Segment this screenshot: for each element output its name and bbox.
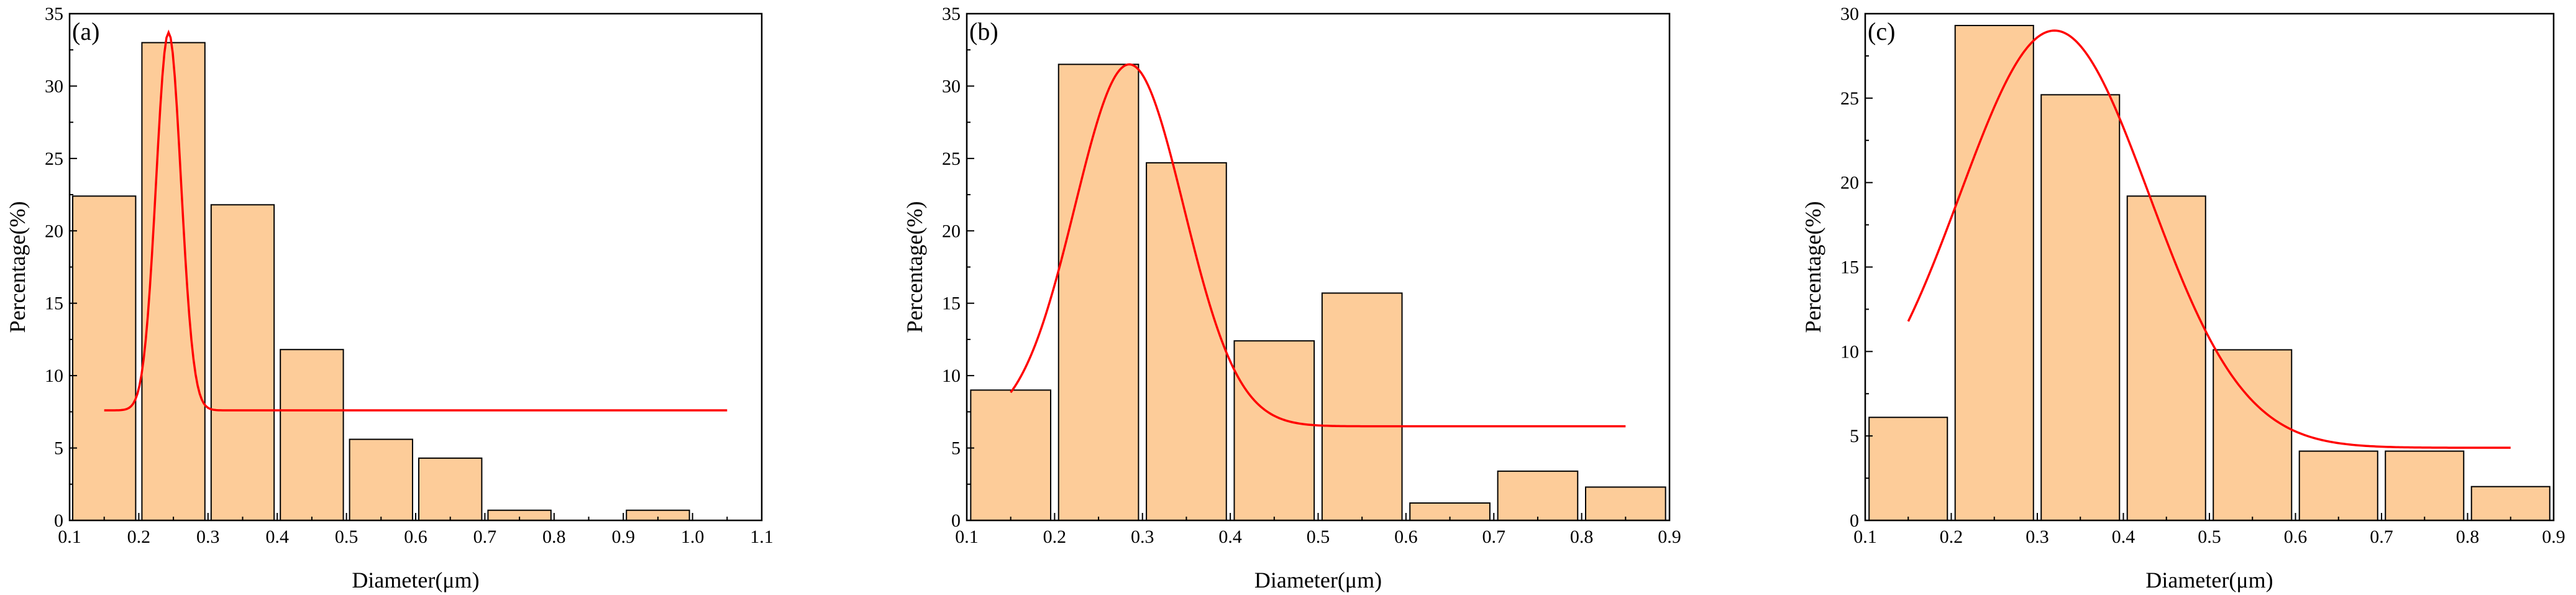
x-tick-label: 0.3 xyxy=(1131,527,1154,547)
panel-label: (b) xyxy=(969,17,998,45)
x-tick-label: 0.3 xyxy=(2026,527,2049,547)
x-tick-label: 0.2 xyxy=(127,527,151,547)
y-tick-label: 30 xyxy=(1840,4,1859,24)
x-tick-label: 0.1 xyxy=(1853,527,1877,547)
x-tick-label: 0.7 xyxy=(1482,527,1506,547)
x-tick-label: 0.5 xyxy=(335,527,359,547)
y-tick-label: 25 xyxy=(942,149,961,169)
x-tick-label: 0.3 xyxy=(196,527,220,547)
histogram-bar xyxy=(1954,25,2034,522)
x-tick-label: 1.1 xyxy=(750,527,774,547)
x-tick-label: 0.1 xyxy=(58,527,81,547)
y-tick-label: 25 xyxy=(1840,88,1859,109)
x-tick-label: 0.4 xyxy=(1218,527,1242,547)
y-tick-label: 25 xyxy=(45,149,63,169)
x-tick-label: 0.9 xyxy=(2542,527,2565,547)
y-tick-label: 20 xyxy=(942,221,961,241)
x-tick-label: 0.5 xyxy=(1307,527,1330,547)
y-tick-label: 20 xyxy=(45,221,63,241)
y-tick-label: 30 xyxy=(942,76,961,96)
x-tick-label: 0.9 xyxy=(611,527,635,547)
histogram-bar xyxy=(2385,450,2465,521)
y-axis-title: Percentage(%) xyxy=(5,201,30,333)
histogram-bar xyxy=(1584,486,1666,522)
histogram-bar xyxy=(1233,340,1315,521)
y-tick-label: 35 xyxy=(45,4,63,24)
x-tick-label: 0.8 xyxy=(542,527,566,547)
y-tick-label: 10 xyxy=(1840,341,1859,362)
histogram-bar xyxy=(1321,292,1403,521)
y-tick-label: 0 xyxy=(54,510,63,531)
y-tick-label: 15 xyxy=(942,293,961,314)
histogram-bar xyxy=(1497,470,1579,521)
histogram-bar xyxy=(72,195,137,521)
x-tick-label: 0.4 xyxy=(2112,527,2135,547)
x-tick-label: 0.2 xyxy=(1940,527,1963,547)
histogram-bar xyxy=(1868,417,1948,521)
panel-label: (c) xyxy=(1868,17,1895,45)
x-tick-label: 0.6 xyxy=(1394,527,1418,547)
histogram-bar xyxy=(141,42,206,522)
x-tick-label: 0.6 xyxy=(404,527,427,547)
histogram-bar xyxy=(210,204,275,521)
y-tick-label: 30 xyxy=(45,76,63,96)
y-tick-label: 5 xyxy=(1850,426,1859,446)
x-tick-label: 1.0 xyxy=(681,527,705,547)
x-tick-label: 0.1 xyxy=(955,527,979,547)
x-axis-title: Diameter(μm) xyxy=(352,568,479,593)
y-tick-label: 15 xyxy=(1840,257,1859,278)
histogram-bar xyxy=(2126,195,2206,521)
y-tick-label: 20 xyxy=(1840,173,1859,193)
gaussian-fit-curve xyxy=(1907,29,2511,449)
y-tick-label: 0 xyxy=(951,510,961,531)
y-tick-label: 10 xyxy=(942,366,961,386)
histogram-bar xyxy=(1057,63,1140,521)
chart-panel-1: 0.1 0.2 0.3 0.4 0.5 0.6 0.7 0.8 0.9 0 5 10 15 20 25 30 3… xyxy=(902,4,1681,593)
x-tick-label: 0.7 xyxy=(473,527,497,547)
x-tick-label: 0.8 xyxy=(1570,527,1594,547)
chart-panel-2: 0.1 0.2 0.3 0.4 0.5 0.6 0.7 0.8 0.9 0 5 10 15 20 25 30 D… xyxy=(1801,4,2565,593)
histogram-bar xyxy=(418,457,483,521)
x-tick-label: 0.9 xyxy=(1658,527,1681,547)
chart-panel-0: 0.1 0.2 0.3 0.4 0.5 0.6 0.7 0.8 0.9 1.0 1.1 0 5 10 15 2… xyxy=(5,4,774,593)
histogram-bar xyxy=(970,389,1052,522)
y-tick-label: 5 xyxy=(54,438,63,459)
panel-label: (a) xyxy=(72,17,99,45)
y-tick-label: 10 xyxy=(45,366,63,386)
y-tick-label: 0 xyxy=(1850,510,1859,531)
histogram-bar xyxy=(2213,349,2293,521)
y-tick-label: 35 xyxy=(942,4,961,24)
histogram-bar xyxy=(2040,94,2121,521)
x-tick-label: 0.8 xyxy=(2456,527,2480,547)
gaussian-fit-curve xyxy=(1010,63,1626,428)
x-axis-title: Diameter(μm) xyxy=(2145,568,2273,593)
x-tick-label: 0.4 xyxy=(265,527,289,547)
histogram-bar xyxy=(2470,486,2551,522)
histogram-bar xyxy=(2298,450,2378,521)
x-tick-label: 0.5 xyxy=(2198,527,2221,547)
x-tick-label: 0.6 xyxy=(2284,527,2308,547)
histogram-bar xyxy=(1146,162,1227,522)
y-axis-title: Percentage(%) xyxy=(902,201,927,333)
x-tick-label: 0.7 xyxy=(2370,527,2393,547)
y-axis-title: Percentage(%) xyxy=(1801,201,1825,333)
y-tick-label: 15 xyxy=(45,293,63,314)
histogram-bar xyxy=(349,438,413,521)
gaussian-fit-curve xyxy=(104,29,728,412)
y-tick-label: 5 xyxy=(951,438,961,459)
x-tick-label: 0.2 xyxy=(1043,527,1067,547)
x-axis-title: Diameter(μm) xyxy=(1254,568,1382,593)
histogram-bar xyxy=(280,349,344,521)
